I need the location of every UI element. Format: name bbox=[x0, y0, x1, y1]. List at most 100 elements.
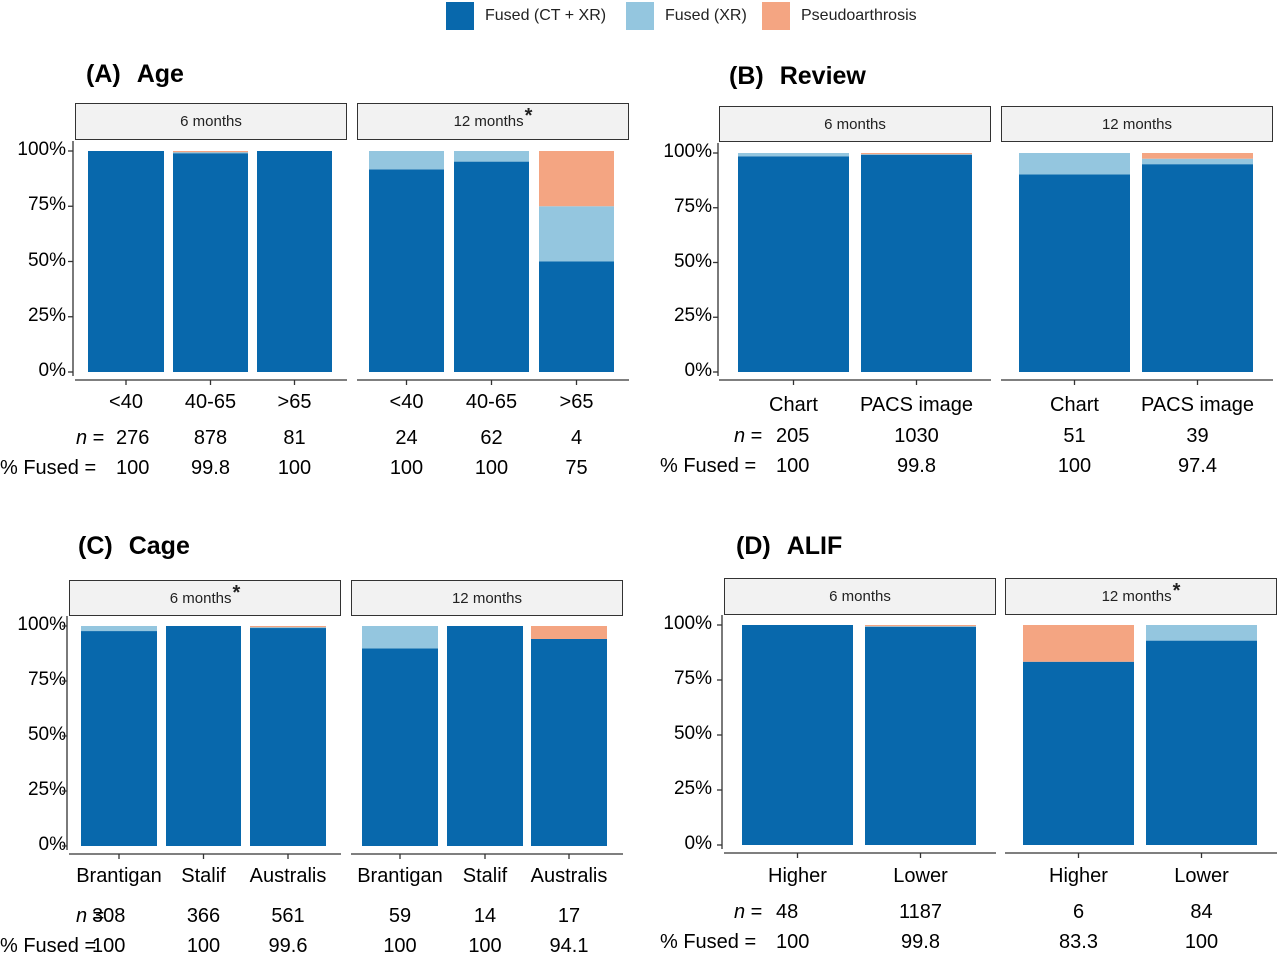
x-tick-label: Chart bbox=[769, 394, 818, 416]
bar-segment bbox=[531, 638, 607, 846]
bar-segment bbox=[738, 156, 849, 372]
bar-segment bbox=[1142, 158, 1253, 165]
bar-segment bbox=[362, 648, 438, 846]
n-value: 84 bbox=[1190, 901, 1213, 923]
y-axis bbox=[713, 143, 719, 376]
bar-segment bbox=[742, 625, 853, 845]
facet-strip-label: 6 months bbox=[824, 115, 886, 133]
n-value: 1187 bbox=[898, 901, 942, 923]
y-tick-label: 0% bbox=[38, 360, 66, 381]
n-equals: = bbox=[745, 901, 763, 923]
n-value: 59 bbox=[388, 905, 412, 927]
n-value: 14 bbox=[473, 905, 497, 927]
fused-label: % Fused bbox=[0, 935, 79, 957]
fused-value: 100 bbox=[383, 935, 417, 957]
bar-segment bbox=[1019, 153, 1130, 175]
fused-value: 94.1 bbox=[549, 935, 589, 957]
bar-segment bbox=[173, 151, 248, 154]
fused-value: 100 bbox=[92, 935, 126, 957]
fused-equals: = bbox=[78, 457, 97, 479]
fused-equals: = bbox=[738, 455, 757, 477]
fused-value: 100 bbox=[468, 935, 502, 957]
x-tick-label: Higher bbox=[1049, 865, 1108, 887]
bar-segment bbox=[865, 626, 976, 845]
legend-label: Fused (XR) bbox=[665, 7, 747, 24]
x-tick-label: Australis bbox=[249, 865, 327, 887]
y-tick-label: 75% bbox=[27, 669, 66, 690]
n-equals: = bbox=[87, 905, 105, 927]
y-axis bbox=[68, 141, 74, 376]
fused-row-label: % Fused = bbox=[660, 455, 756, 478]
facet-strip-label: 12 months bbox=[1101, 588, 1172, 605]
fused-row-label: % Fused = bbox=[660, 931, 756, 954]
x-tick-label: Brantigan bbox=[76, 865, 162, 887]
n-value: 62 bbox=[480, 427, 503, 449]
n-value: 81 bbox=[283, 427, 306, 449]
bar-segment bbox=[1146, 625, 1257, 641]
n-value: 6 bbox=[1072, 901, 1085, 923]
bar-segment bbox=[369, 151, 444, 170]
facet-bars bbox=[351, 626, 623, 859]
x-tick-label: 40-65 bbox=[465, 391, 518, 413]
x-tick-label: <40 bbox=[389, 391, 424, 413]
fused-label: % Fused bbox=[660, 931, 739, 953]
bar-segment bbox=[1023, 625, 1134, 662]
panel-label: (D) ALIF bbox=[736, 532, 842, 561]
fused-value: 100 bbox=[277, 457, 312, 479]
fused-value: 83.3 bbox=[1059, 931, 1098, 953]
legend-label: Pseudoarthrosis bbox=[801, 7, 917, 24]
legend-swatch bbox=[446, 2, 474, 30]
y-tick-label: 50% bbox=[673, 723, 712, 744]
panel-label: (A) Age bbox=[86, 60, 184, 89]
bar-segment bbox=[539, 151, 614, 207]
fused-value: 100 bbox=[389, 457, 424, 479]
x-tick-label: Stalif bbox=[462, 865, 508, 887]
n-value: 308 bbox=[92, 905, 126, 927]
legend: Fused (CT + XR) Fused (XR) Pseudoarthrosis bbox=[0, 0, 1280, 34]
significance-asterisk: * bbox=[524, 105, 533, 127]
x-tick-label: PACS image bbox=[859, 394, 973, 416]
bar-segment bbox=[88, 151, 164, 372]
fused-value: 100 bbox=[1184, 931, 1219, 953]
legend-label: Fused (CT + XR) bbox=[485, 7, 607, 24]
n-value: 276 bbox=[116, 427, 150, 449]
y-tick-label: 100% bbox=[663, 613, 712, 634]
y-tick-label: 100% bbox=[17, 139, 66, 160]
fused-value: 100 bbox=[776, 931, 810, 953]
bar-segment bbox=[1142, 164, 1253, 372]
x-tick-label: <40 bbox=[109, 391, 143, 413]
facet-strip: 12 months * bbox=[1005, 578, 1277, 615]
n-row-label: n = bbox=[734, 425, 762, 448]
fused-value: 99.8 bbox=[191, 457, 230, 479]
bar-segment bbox=[173, 153, 248, 372]
n-symbol: n bbox=[734, 901, 746, 923]
facet-bars bbox=[724, 625, 996, 858]
y-tick-label: 50% bbox=[27, 724, 66, 745]
facet-bars bbox=[1001, 153, 1273, 385]
x-tick-label: Higher bbox=[768, 865, 827, 887]
significance-asterisk: * bbox=[232, 581, 241, 604]
panel-letter: (B) bbox=[729, 62, 764, 90]
panel-title: Review bbox=[779, 62, 866, 90]
n-row-label: n = bbox=[76, 905, 104, 928]
x-tick-label: Lower bbox=[893, 865, 948, 887]
n-value: 205 bbox=[776, 425, 810, 447]
n-value: 39 bbox=[1186, 425, 1209, 447]
facet-strip: 12 months bbox=[351, 580, 623, 616]
x-tick-label: 40-65 bbox=[184, 391, 237, 413]
x-tick-label: PACS image bbox=[1140, 394, 1254, 416]
bar-segment bbox=[250, 627, 326, 846]
y-tick-label: 0% bbox=[684, 833, 712, 854]
fused-value: 100 bbox=[776, 455, 810, 477]
fused-row-label: % Fused = bbox=[0, 935, 96, 958]
fused-value: 75 bbox=[565, 457, 588, 479]
y-tick-label: 0% bbox=[684, 360, 712, 381]
bar-segment bbox=[173, 151, 248, 153]
fused-label: % Fused bbox=[660, 455, 739, 477]
bar-segment bbox=[250, 626, 326, 629]
fused-value: 100 bbox=[116, 457, 150, 479]
bar-segment bbox=[865, 625, 976, 627]
n-row-label: n = bbox=[734, 901, 762, 924]
n-value: 561 bbox=[271, 905, 305, 927]
fused-label: % Fused bbox=[0, 457, 79, 479]
